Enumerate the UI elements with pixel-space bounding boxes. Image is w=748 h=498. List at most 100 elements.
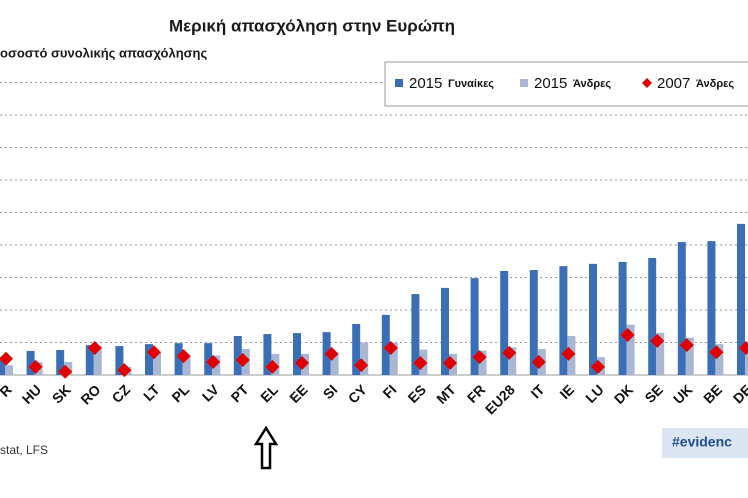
bar (330, 353, 339, 375)
bar (508, 347, 517, 375)
x-tick-label: RO (77, 381, 103, 407)
diamond-marker (620, 328, 635, 343)
x-tick-label: SK (49, 381, 74, 406)
x-tick-label: MT (433, 381, 459, 407)
bar (529, 270, 538, 375)
bar (745, 344, 748, 375)
diamond-marker (354, 358, 369, 373)
x-tick-label: PT (228, 381, 252, 405)
x-tick-label: SI (320, 381, 341, 402)
bar (352, 323, 361, 375)
legend-label: Άνδρες (696, 78, 734, 90)
bar (737, 223, 745, 375)
bar (500, 271, 509, 375)
bar (626, 324, 635, 375)
bar (26, 350, 35, 375)
legend-label: Άνδρες (573, 78, 611, 90)
x-tick-label: ES (405, 381, 430, 406)
x-tick-label: FI (379, 381, 399, 401)
bar (656, 332, 665, 375)
x-tick-label: EL (257, 381, 281, 405)
bar (715, 344, 724, 375)
bar (5, 365, 13, 375)
diamond-marker (739, 341, 748, 356)
diamond-marker (235, 353, 250, 368)
diamond-marker (117, 363, 132, 378)
x-tick-label: IE (556, 381, 577, 402)
diamond-marker (679, 338, 694, 353)
diamond-marker (561, 346, 576, 361)
bar (589, 263, 597, 375)
bar (559, 266, 568, 375)
diamond-marker (176, 349, 191, 364)
legend-label: 2015 (409, 75, 442, 92)
legend-marker (642, 78, 652, 88)
source: stat, LFS (0, 443, 48, 457)
arrow (253, 425, 279, 470)
diamond-marker (58, 364, 73, 379)
x-tick-label: CZ (109, 381, 134, 406)
legend-label: 2015 (534, 75, 567, 92)
diamond-marker (443, 355, 457, 370)
bar (153, 352, 161, 375)
x-tick-label: IT (527, 381, 547, 401)
x-tick-label: UK (670, 381, 696, 407)
bar (685, 337, 694, 375)
diamond-marker (531, 355, 546, 369)
diamond-marker (502, 345, 517, 360)
legend-marker (520, 79, 528, 87)
bar (145, 344, 153, 375)
x-tick-label: LT (140, 381, 163, 404)
x-tick-label: DE (730, 381, 748, 406)
diamond-marker (413, 355, 428, 370)
x-tick-label: EE (286, 381, 311, 406)
x-tick-label: LV (199, 381, 223, 405)
bar (293, 333, 301, 375)
subtitle: οσοστό συνολικής απασχόλησης (0, 45, 207, 60)
diamond-marker (265, 359, 280, 374)
bar (470, 278, 479, 375)
bar (174, 343, 183, 375)
x-tick-label: DK (611, 381, 637, 407)
legend-label: 2007 (657, 75, 690, 92)
bar (677, 242, 686, 375)
bar (182, 355, 191, 375)
bar (233, 336, 242, 375)
badge-box (662, 428, 748, 458)
legend-label: Γυναίκες (448, 78, 494, 90)
bar (648, 258, 657, 375)
bar (93, 345, 102, 375)
bar (115, 346, 124, 375)
bar (85, 345, 94, 375)
diamond-marker (87, 341, 102, 356)
legend-box (384, 61, 748, 107)
x-tick-label: LU (582, 381, 607, 406)
x-tick-label: SE (641, 381, 666, 406)
bar (478, 350, 487, 375)
diamond-marker (591, 359, 605, 374)
bar (204, 343, 213, 375)
diamond-marker (650, 333, 665, 348)
bar (389, 342, 398, 375)
diamond-marker (295, 355, 309, 370)
bar (618, 261, 627, 375)
diamond-marker (147, 345, 161, 360)
x-tick-label: R (0, 381, 15, 399)
diamond-marker (472, 350, 487, 365)
bar (0, 357, 5, 375)
chart-title: Μερική απασχόληση στην Ευρώπη (169, 16, 455, 35)
legend-marker (395, 79, 403, 87)
bar (411, 294, 420, 375)
diamond-marker (0, 351, 13, 366)
badge: #evidenc (672, 434, 732, 450)
diamond-marker (709, 345, 724, 360)
diamond-marker (324, 346, 339, 361)
x-tick-label: PL (168, 381, 192, 405)
bar (707, 241, 716, 375)
x-tick-label: CY (345, 381, 371, 407)
x-tick-label: HU (19, 381, 45, 407)
diamond-marker (383, 341, 398, 356)
x-tick-label: BE (700, 381, 725, 406)
